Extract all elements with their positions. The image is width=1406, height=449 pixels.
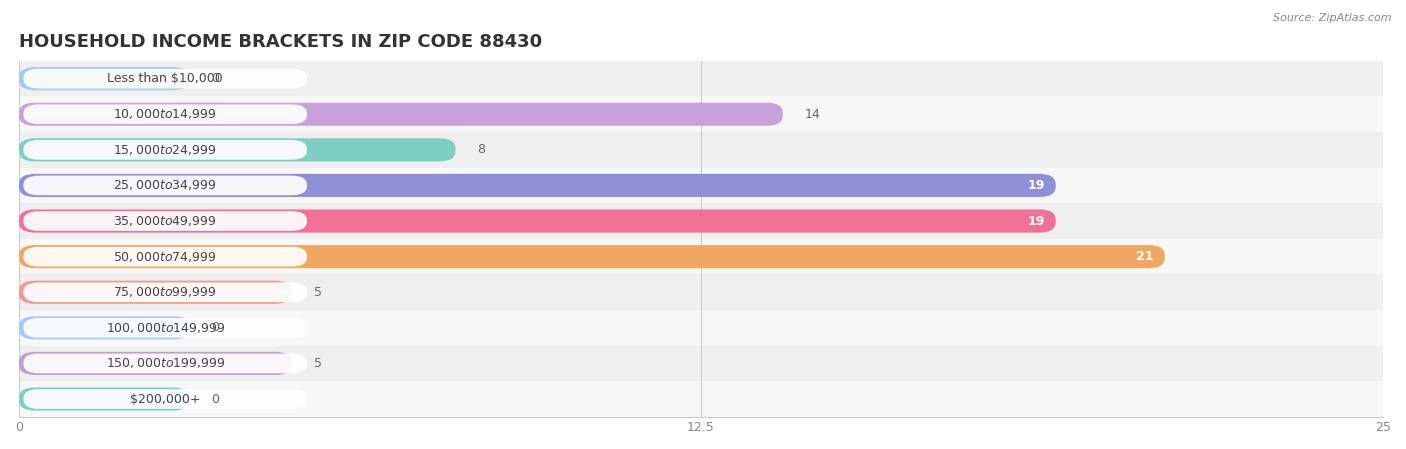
Text: $200,000+: $200,000+ <box>129 392 201 405</box>
FancyBboxPatch shape <box>20 281 292 304</box>
Text: Less than $10,000: Less than $10,000 <box>107 72 224 85</box>
FancyBboxPatch shape <box>24 105 307 124</box>
Text: $100,000 to $149,999: $100,000 to $149,999 <box>105 321 225 335</box>
FancyBboxPatch shape <box>20 352 292 375</box>
Text: $150,000 to $199,999: $150,000 to $199,999 <box>105 357 225 370</box>
Bar <box>20 381 1384 417</box>
Bar <box>20 203 1384 239</box>
Text: $35,000 to $49,999: $35,000 to $49,999 <box>114 214 217 228</box>
FancyBboxPatch shape <box>20 67 190 90</box>
Text: 5: 5 <box>314 286 322 299</box>
Text: 19: 19 <box>1028 179 1045 192</box>
Bar <box>20 239 1384 274</box>
Text: $10,000 to $14,999: $10,000 to $14,999 <box>114 107 217 121</box>
Text: 8: 8 <box>477 143 485 156</box>
FancyBboxPatch shape <box>24 211 307 231</box>
Text: Source: ZipAtlas.com: Source: ZipAtlas.com <box>1274 13 1392 23</box>
FancyBboxPatch shape <box>24 282 307 302</box>
FancyBboxPatch shape <box>20 316 190 339</box>
FancyBboxPatch shape <box>20 210 1056 233</box>
Text: $25,000 to $34,999: $25,000 to $34,999 <box>114 178 217 193</box>
Bar <box>20 97 1384 132</box>
Bar <box>20 346 1384 381</box>
Bar <box>20 61 1384 97</box>
Bar <box>20 274 1384 310</box>
Text: 19: 19 <box>1028 215 1045 228</box>
FancyBboxPatch shape <box>20 103 783 126</box>
Text: 0: 0 <box>211 321 219 335</box>
FancyBboxPatch shape <box>24 176 307 195</box>
FancyBboxPatch shape <box>20 174 1056 197</box>
Text: HOUSEHOLD INCOME BRACKETS IN ZIP CODE 88430: HOUSEHOLD INCOME BRACKETS IN ZIP CODE 88… <box>20 33 543 51</box>
Text: $15,000 to $24,999: $15,000 to $24,999 <box>114 143 217 157</box>
FancyBboxPatch shape <box>20 387 190 410</box>
Text: 0: 0 <box>211 72 219 85</box>
FancyBboxPatch shape <box>20 245 1164 268</box>
FancyBboxPatch shape <box>24 140 307 160</box>
FancyBboxPatch shape <box>20 138 456 161</box>
Bar <box>20 132 1384 167</box>
Bar <box>20 310 1384 346</box>
Text: $50,000 to $74,999: $50,000 to $74,999 <box>114 250 217 264</box>
FancyBboxPatch shape <box>24 247 307 266</box>
FancyBboxPatch shape <box>24 69 307 88</box>
Text: 0: 0 <box>211 392 219 405</box>
FancyBboxPatch shape <box>24 354 307 373</box>
Text: 21: 21 <box>1136 250 1154 263</box>
Bar <box>20 167 1384 203</box>
Text: 14: 14 <box>804 108 821 121</box>
Text: $75,000 to $99,999: $75,000 to $99,999 <box>114 285 217 299</box>
FancyBboxPatch shape <box>24 389 307 409</box>
Text: 5: 5 <box>314 357 322 370</box>
FancyBboxPatch shape <box>24 318 307 338</box>
